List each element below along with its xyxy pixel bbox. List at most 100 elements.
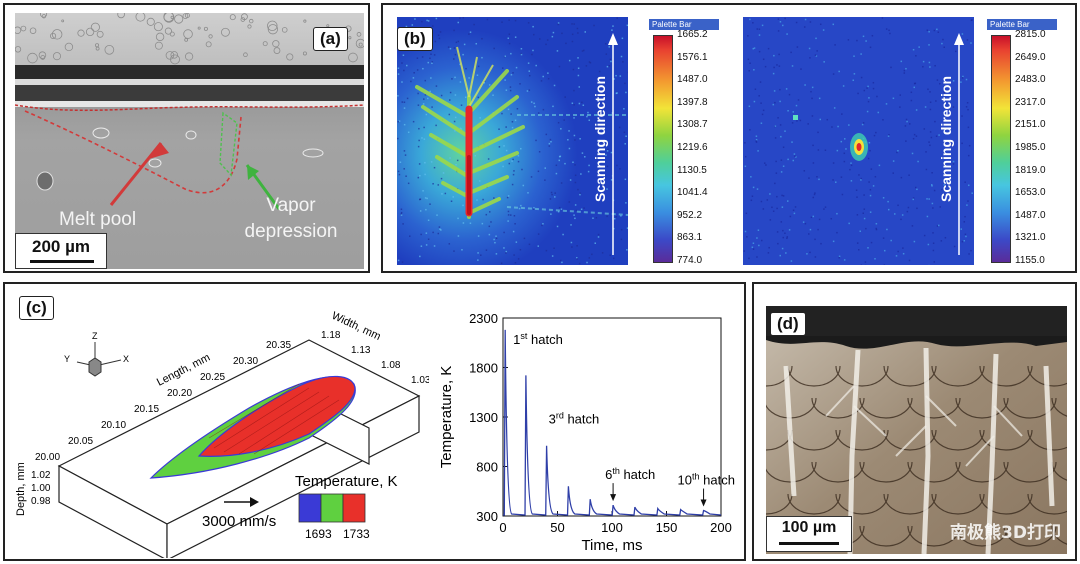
vapor-label-line1: Vapor (266, 195, 316, 216)
palette-bar-left (653, 35, 673, 263)
palette-tick: 1397.8 (677, 96, 708, 108)
scale-text-d: 100 µm (781, 519, 837, 536)
thermal-left-svg (397, 17, 628, 265)
palette-right: Palette Bar 2815.0 2649.0 2483.0 2317.0 2151… (987, 19, 1067, 267)
width-tick: 1.18 (321, 330, 341, 341)
temp-legend-high: 1733 (343, 527, 370, 541)
melt-pool-3d: Z Y X 20.00 20.05 20.10 20.15 20.20 20.25 20.3… (15, 310, 429, 558)
temperature-time-chart: 0 50 100 150 200 300 800 1300 1800 2300 Time, ms Te… (438, 311, 735, 554)
y-tick-label: 1300 (469, 410, 498, 425)
hatch-annotation: 1st hatch (513, 331, 563, 347)
palette-tick: 2649.0 (1015, 51, 1046, 63)
length-axis-label: Length, mm (155, 352, 212, 389)
vapor-label-line2: depression (244, 221, 338, 242)
thermal-image-right: Scanning direction (743, 17, 974, 265)
temp-swatch (342, 493, 366, 523)
panel-d-label: (d) (770, 312, 806, 336)
depth-tick: 0.98 (31, 496, 51, 507)
y-tick-label: 800 (476, 460, 498, 475)
palette-tick: 1576.1 (677, 51, 708, 63)
axis-z-label: Z (92, 331, 98, 341)
hatch-annotation: 3rd hatch (549, 411, 600, 427)
panel-c: (c) Z Y X 20.00 20.05 20.10 20.15 20.20 20.25… (3, 282, 746, 561)
xray-image-svg (15, 13, 364, 269)
x-tick-label: 100 (601, 520, 623, 535)
micrograph-svg (766, 306, 1067, 554)
xray-image: Melt pool Vapor depression 200 µm (15, 13, 364, 269)
palette-tick: 1487.0 (1015, 209, 1046, 221)
vapor-label: Vapor depression (231, 193, 351, 245)
palette-tick: 2151.0 (1015, 119, 1046, 131)
width-tick: 1.03 (411, 375, 429, 386)
hatch-annotation: 6th hatch (605, 466, 655, 482)
temp-legend-swatches (298, 493, 366, 523)
length-tick: 20.35 (266, 340, 291, 351)
thermal-image-left: Scanning direction (397, 17, 628, 265)
length-ticks: 20.00 20.05 20.10 20.15 20.20 20.25 20.30 20.35 (35, 340, 291, 463)
speed-arrow-icon (224, 497, 259, 507)
palette-tick: 952.2 (677, 209, 703, 221)
temp-legend-low: 1693 (305, 527, 332, 541)
watermark: 南极熊3D打印 (950, 523, 1061, 543)
length-tick: 20.30 (233, 356, 258, 367)
thermal-right-svg (743, 17, 974, 265)
palette-tick: 1041.4 (677, 187, 708, 199)
panel-a: Melt pool Vapor depression 200 µm (a) (3, 3, 370, 273)
melt-pool-red (197, 375, 356, 457)
scale-line-d (779, 542, 839, 545)
scan-direction-right: Scanning direction (937, 27, 967, 257)
scan-direction-text-right: Scanning direction (938, 76, 954, 203)
depth-axis-label: Depth, mm (15, 462, 27, 516)
axis-triad-icon (76, 342, 122, 377)
axis-y-label: Y (64, 354, 70, 364)
length-tick: 20.00 (35, 452, 60, 463)
hatch-annotation: 10th hatch (678, 472, 735, 488)
axis-x-label: X (123, 354, 129, 364)
palette-tick: 1665.2 (677, 29, 708, 40)
panel-c-label: (c) (19, 296, 54, 320)
palette-tick: 1219.6 (677, 142, 708, 153)
palette-tick: 1985.0 (1015, 142, 1046, 153)
panel-b: (b) (381, 3, 1077, 273)
x-axis-label: Time, ms (581, 537, 642, 554)
scan-direction-text-left: Scanning direction (592, 76, 608, 203)
length-tick: 20.20 (167, 388, 192, 399)
x-tick-label: 150 (656, 520, 678, 535)
temp-swatch (320, 493, 344, 523)
length-tick: 20.10 (101, 420, 126, 431)
y-tick-label: 2300 (469, 311, 498, 326)
scan-arrow-right-icon (954, 33, 964, 255)
depth-ticks: 1.02 1.00 0.98 (31, 470, 51, 507)
panel-a-label: (a) (313, 27, 348, 51)
y-tick-label: 300 (476, 509, 498, 524)
palette-title-right: Palette Bar (987, 19, 1057, 30)
micrograph: 100 µm 南极熊3D打印 (766, 306, 1067, 554)
palette-tick: 2317.0 (1015, 96, 1046, 108)
palette-tick: 1653.0 (1015, 187, 1046, 199)
length-tick: 20.25 (200, 372, 225, 383)
palette-tick: 1321.0 (1015, 232, 1046, 244)
depth-tick: 1.00 (31, 483, 51, 494)
scan-direction-left: Scanning direction (591, 27, 621, 257)
palette-left: Palette Bar 1665.2 1576.1 1487.0 1397.8 1308… (649, 19, 725, 267)
panel-b-label: (b) (397, 27, 433, 51)
temp-swatch (298, 493, 322, 523)
temp-legend-title: Temperature, K (295, 473, 398, 490)
palette-tick: 2815.0 (1015, 29, 1046, 40)
palette-tick: 774.0 (677, 255, 703, 266)
width-tick: 1.08 (381, 360, 401, 371)
length-tick: 20.15 (134, 404, 159, 415)
y-axis-label: Temperature, K (438, 366, 455, 469)
x-tick-label: 0 (499, 520, 506, 535)
width-tick: 1.13 (351, 345, 371, 356)
x-tick-label: 200 (710, 520, 732, 535)
panel-d: 100 µm 南极熊3D打印 (d) (752, 282, 1077, 561)
length-tick: 20.05 (68, 436, 93, 447)
depth-tick: 1.02 (31, 470, 51, 481)
scale-bar-a: 200 µm (15, 233, 107, 269)
palette-tick: 1487.0 (677, 74, 708, 86)
palette-tick: 1308.7 (677, 119, 708, 131)
palette-title-left: Palette Bar (649, 19, 719, 30)
palette-tick: 2483.0 (1015, 74, 1046, 86)
palette-tick: 863.1 (677, 232, 703, 244)
